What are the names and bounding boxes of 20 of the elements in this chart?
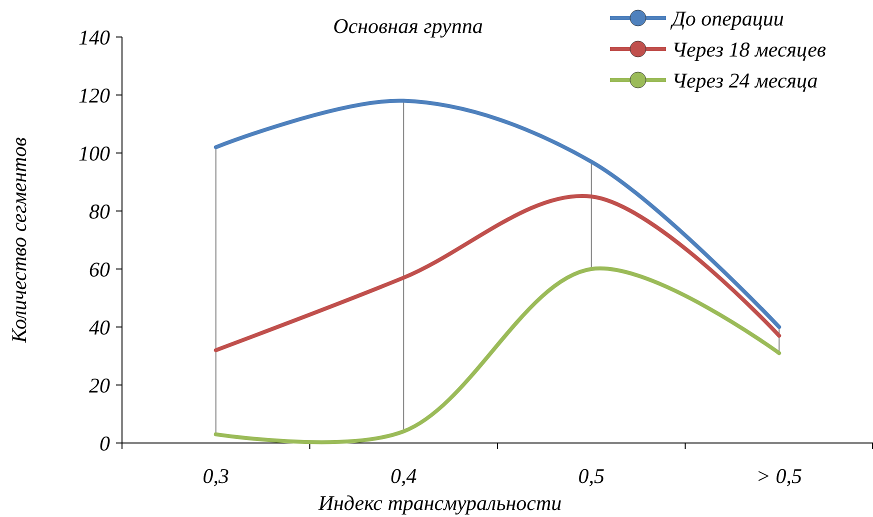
legend-label: Через 18 месяцев bbox=[672, 37, 826, 62]
chart-title: Основная группа bbox=[333, 14, 483, 38]
legend-label: Через 24 месяца bbox=[672, 68, 818, 92]
y-tick-label: 80 bbox=[89, 199, 110, 224]
y-tick-label: 100 bbox=[78, 141, 110, 166]
y-tick-label: 120 bbox=[78, 83, 110, 108]
y-tick-label: 20 bbox=[89, 373, 110, 398]
x-tick-label: > 0,5 bbox=[756, 464, 802, 488]
y-tick-label: 0 bbox=[100, 431, 110, 456]
legend-label: До операции bbox=[670, 6, 784, 30]
x-axis-title: Индекс трансмуральности bbox=[317, 491, 562, 515]
line-series bbox=[214, 98, 782, 329]
line-series bbox=[214, 194, 782, 352]
y-axis-title: Количество сегментов bbox=[7, 137, 31, 344]
x-tick-label: 0,5 bbox=[578, 464, 604, 488]
x-tick-label: 0,3 bbox=[202, 464, 229, 488]
x-tick-label: 0,4 bbox=[390, 464, 418, 488]
y-tick-label: 40 bbox=[89, 315, 110, 340]
y-tick-label: 60 bbox=[89, 257, 110, 282]
y-tick-label: 140 bbox=[78, 25, 110, 50]
